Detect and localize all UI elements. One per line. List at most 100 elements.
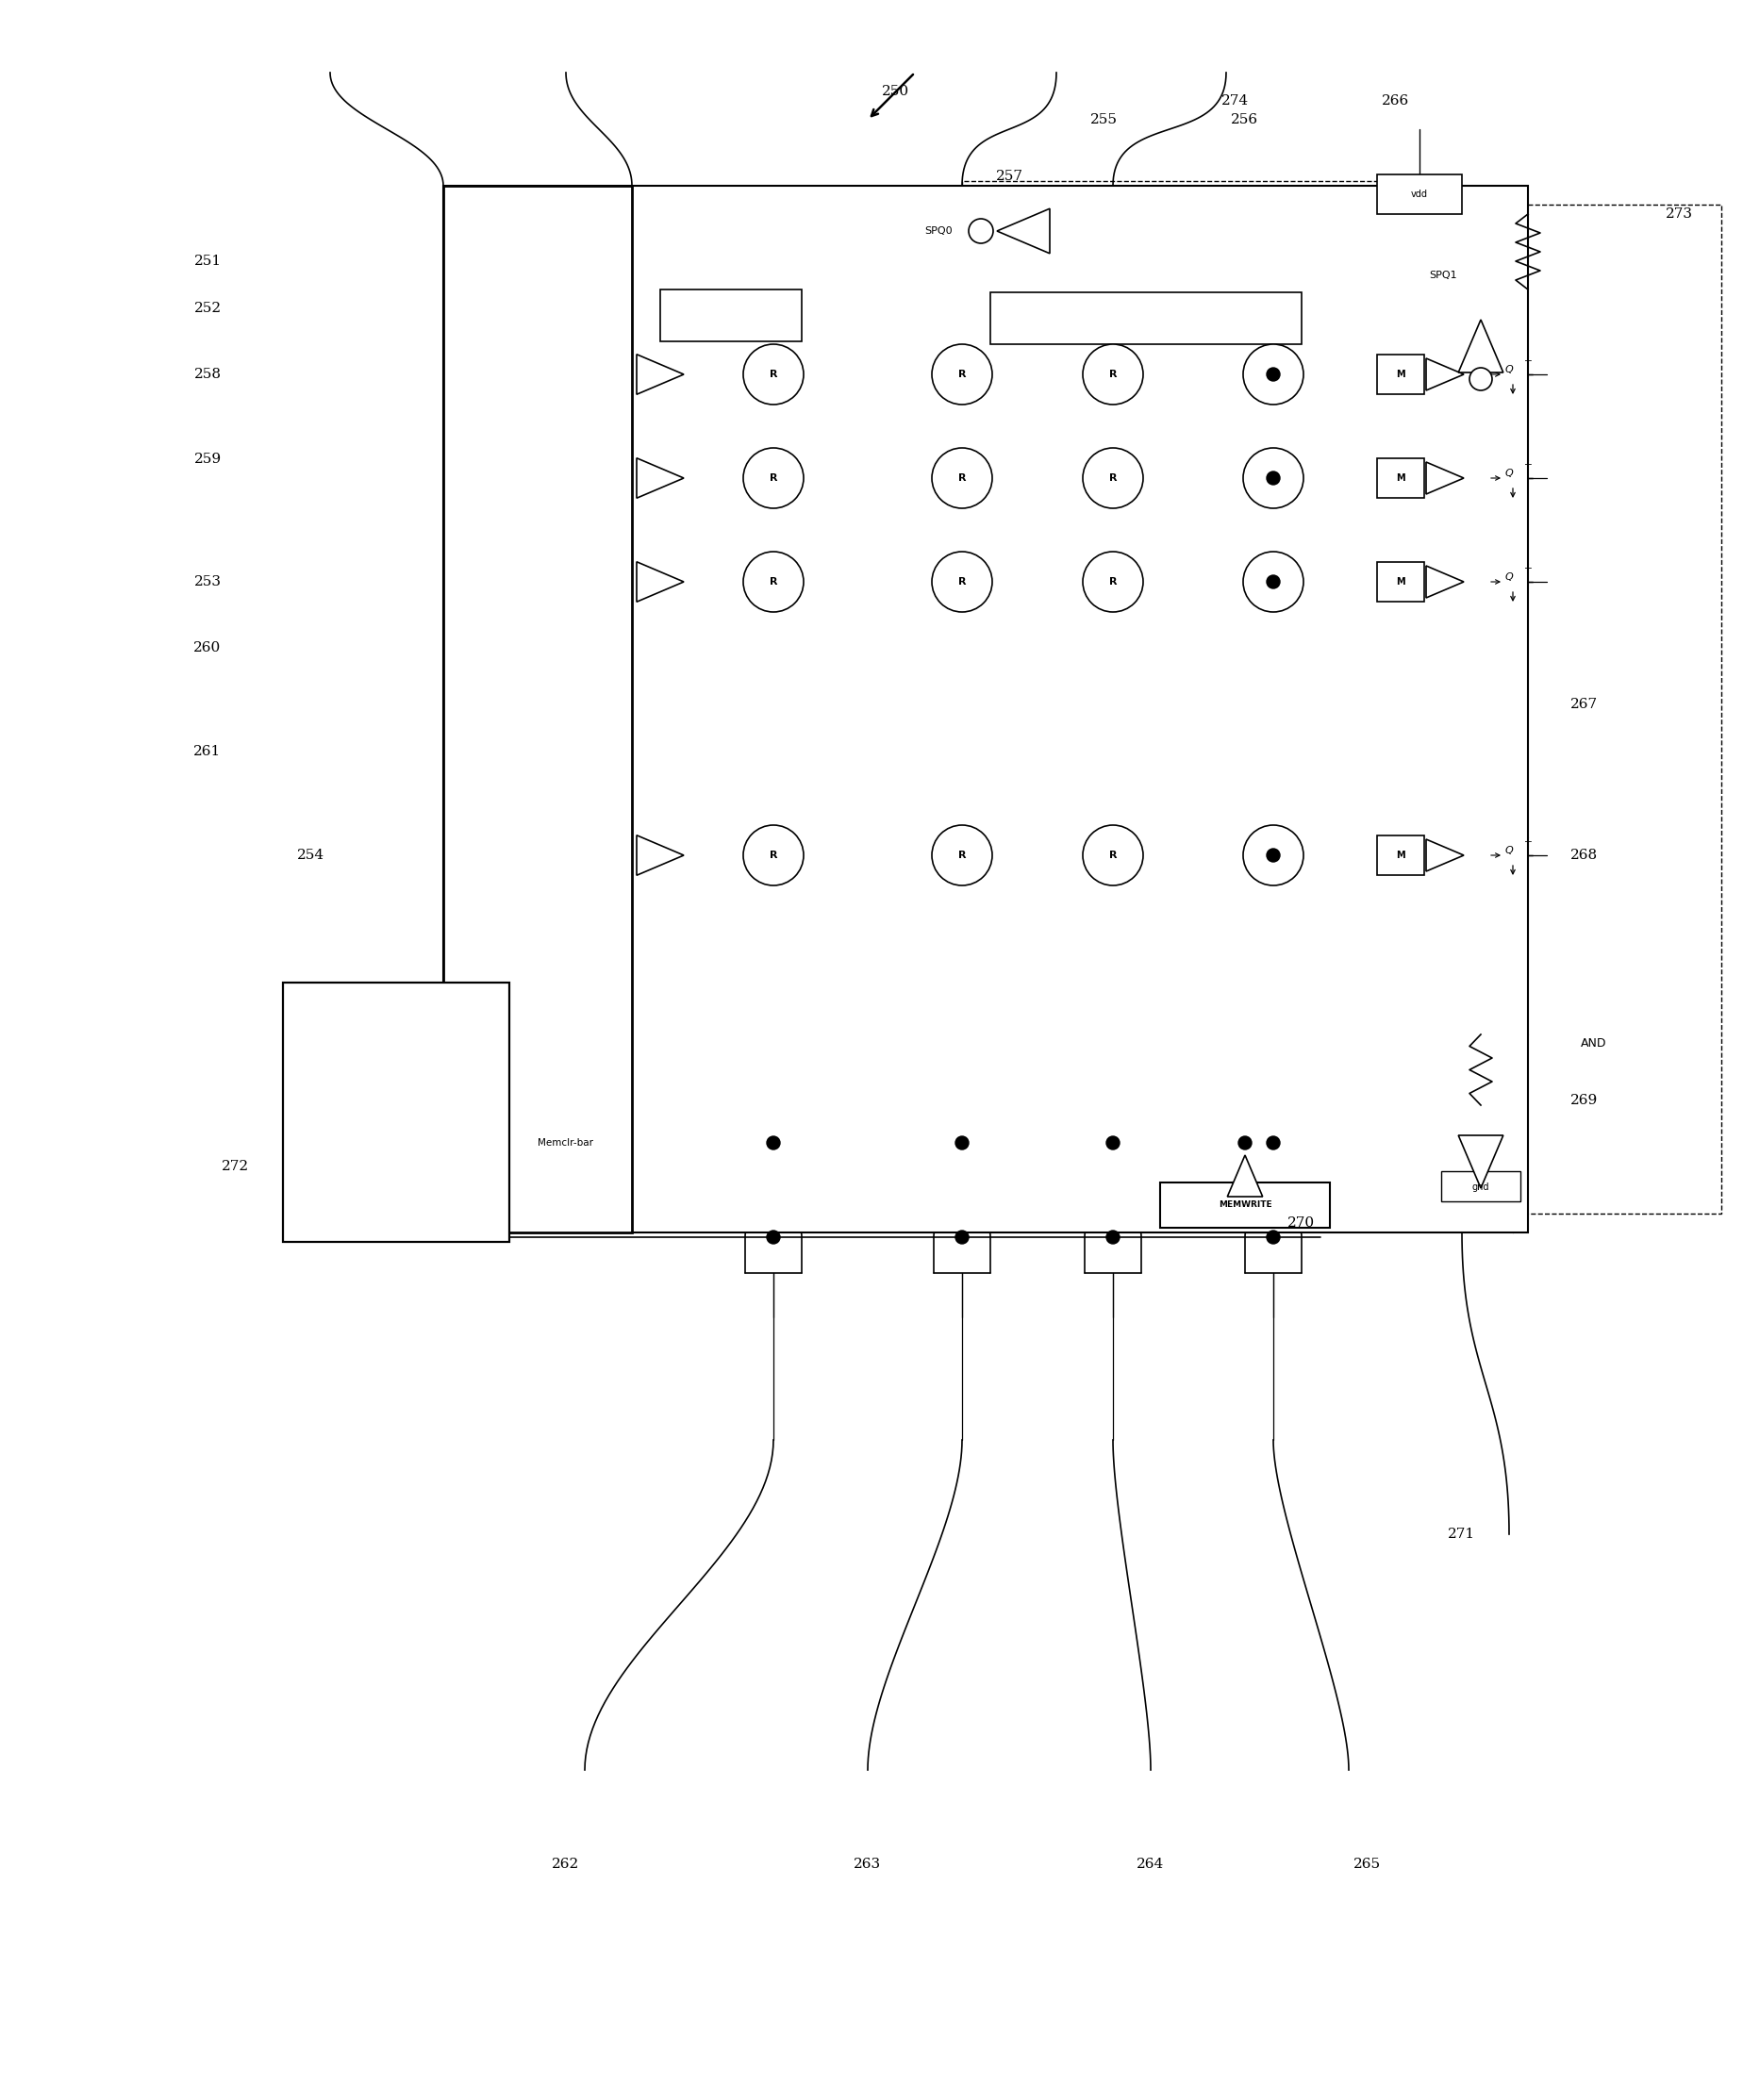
Text: 255: 255 [1089,113,1117,126]
Bar [1377,174,1462,214]
Bar [990,292,1302,344]
Circle shape [1267,1231,1279,1243]
Circle shape [1082,552,1143,611]
Text: M: M [1396,851,1405,861]
Circle shape [1267,575,1279,588]
Text: T: T [1525,842,1530,851]
Text: R: R [1269,472,1278,483]
Text: 251: 251 [193,254,221,269]
Polygon shape [1426,565,1464,598]
Text: R: R [1269,851,1278,861]
Circle shape [1243,825,1304,886]
Circle shape [767,1231,781,1243]
Circle shape [969,218,994,244]
Polygon shape [636,563,683,603]
Circle shape [1469,368,1492,391]
Text: Q: Q [1504,365,1513,374]
Text: R: R [769,578,777,586]
Text: R: R [1109,370,1117,380]
Circle shape [1267,368,1279,380]
Circle shape [1243,447,1304,508]
Text: 259: 259 [193,454,221,466]
Text: 261: 261 [193,746,221,758]
Text: R: R [959,370,966,380]
Text: Q: Q [1504,846,1513,855]
Polygon shape [1459,319,1502,372]
Text: T: T [1525,361,1530,370]
Circle shape [1267,1136,1279,1149]
Circle shape [743,552,804,611]
Circle shape [743,825,804,886]
Text: R: R [959,851,966,861]
Polygon shape [636,355,683,395]
Circle shape [743,344,804,405]
Text: M: M [1396,578,1405,586]
Text: 266: 266 [1382,94,1410,107]
Text: 256: 256 [1231,113,1258,126]
Bar [282,983,509,1241]
Text: 262: 262 [553,1858,580,1871]
Text: 269: 269 [1570,1094,1598,1107]
Bar [1441,1172,1520,1201]
Text: 254: 254 [298,848,324,861]
Text: 274: 274 [1222,94,1250,107]
Circle shape [1107,1231,1119,1243]
Text: 265: 265 [1354,1858,1382,1871]
Text: 258: 258 [193,368,221,380]
Text: 271: 271 [1448,1527,1476,1541]
Bar [1161,1182,1330,1229]
Circle shape [1267,472,1279,485]
Text: R: R [1109,578,1117,586]
Text: 264: 264 [1136,1858,1164,1871]
Bar [661,290,802,342]
Circle shape [1082,344,1143,405]
Text: R: R [1109,472,1117,483]
Bar [302,1002,490,1100]
Text: Q: Q [1504,468,1513,479]
Circle shape [933,447,992,508]
Polygon shape [1426,359,1464,391]
Text: M: M [1396,472,1405,483]
Polygon shape [636,458,683,498]
Text: 272: 272 [221,1159,249,1174]
Bar [302,1128,490,1222]
Circle shape [955,1136,969,1149]
Circle shape [933,344,992,405]
Polygon shape [1426,840,1464,872]
Bar [443,185,1529,1233]
Polygon shape [1227,1155,1262,1197]
Polygon shape [1459,1136,1502,1189]
Text: Column
counter: Column counter [376,1166,417,1186]
Text: R: R [1109,851,1117,861]
Circle shape [1243,344,1304,405]
Bar [1377,836,1424,876]
Polygon shape [1426,462,1464,493]
Bar [1377,563,1424,601]
Text: SPQ0: SPQ0 [926,227,953,235]
Text: Q: Q [1504,573,1513,582]
Text: 250: 250 [882,84,910,99]
Text: R: R [769,370,777,380]
Text: vdd: vdd [1412,189,1428,200]
Circle shape [1238,1136,1251,1149]
Text: M: M [1396,370,1405,380]
Text: gnd: gnd [1473,1182,1490,1193]
Text: 263: 263 [854,1858,882,1871]
Text: Memclr-bar: Memclr-bar [537,1138,593,1147]
Polygon shape [997,208,1049,254]
Circle shape [1082,447,1143,508]
Text: MEMWRITE: MEMWRITE [1218,1201,1272,1210]
Text: T: T [1525,567,1530,578]
Circle shape [767,1136,781,1149]
Circle shape [1082,825,1143,886]
Circle shape [1107,1136,1119,1149]
Text: 273: 273 [1665,208,1692,220]
Text: 257: 257 [995,170,1023,183]
Polygon shape [636,836,683,876]
Circle shape [933,825,992,886]
Bar [962,181,1405,279]
Text: 252: 252 [193,302,221,315]
Circle shape [743,447,804,508]
Text: R: R [769,472,777,483]
Text: R: R [959,578,966,586]
